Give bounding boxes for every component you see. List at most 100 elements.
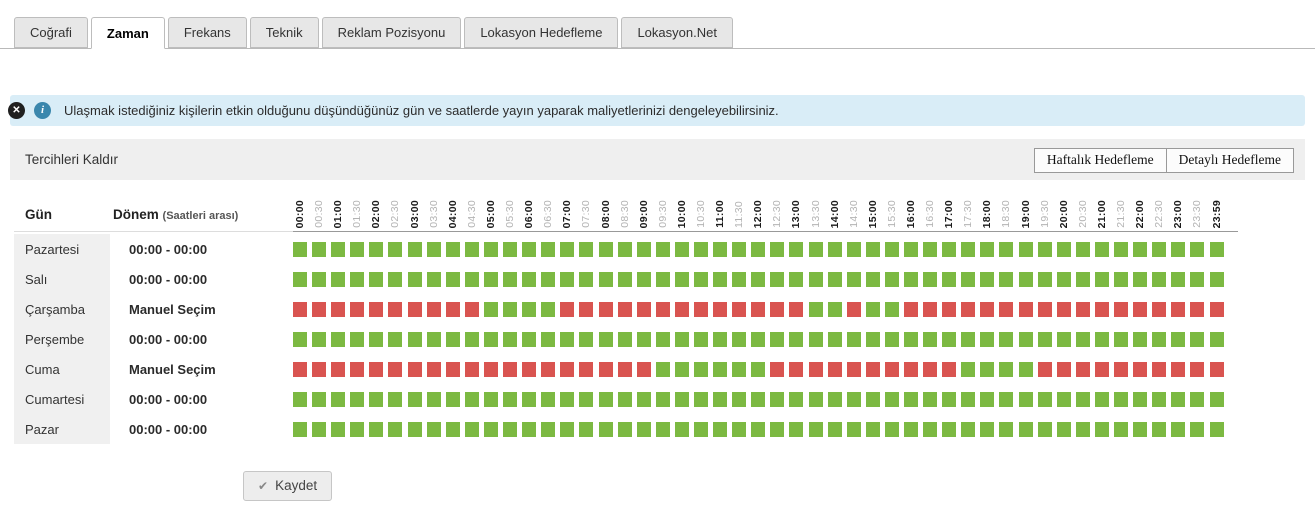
time-slot[interactable]: [789, 391, 804, 407]
time-slot[interactable]: [560, 361, 575, 377]
time-slot[interactable]: [560, 241, 575, 257]
time-slot[interactable]: [713, 271, 728, 287]
time-slot[interactable]: [579, 391, 594, 407]
time-slot[interactable]: [827, 271, 842, 287]
time-slot[interactable]: [923, 331, 938, 347]
tab-4[interactable]: Reklam Pozisyonu: [321, 17, 462, 48]
time-slot[interactable]: [1133, 301, 1148, 317]
time-slot[interactable]: [846, 421, 861, 437]
time-slot[interactable]: [617, 241, 632, 257]
time-slot[interactable]: [407, 331, 422, 347]
time-slot[interactable]: [751, 331, 766, 347]
time-slot[interactable]: [541, 331, 556, 347]
time-slot[interactable]: [693, 271, 708, 287]
time-slot[interactable]: [1209, 361, 1224, 377]
time-slot[interactable]: [598, 331, 613, 347]
time-slot[interactable]: [713, 391, 728, 407]
time-slot[interactable]: [1018, 331, 1033, 347]
time-slot[interactable]: [579, 361, 594, 377]
time-slot[interactable]: [713, 421, 728, 437]
time-slot[interactable]: [732, 361, 747, 377]
time-slot[interactable]: [1133, 271, 1148, 287]
time-slot[interactable]: [369, 331, 384, 347]
time-slot[interactable]: [503, 241, 518, 257]
time-slot[interactable]: [713, 301, 728, 317]
time-slot[interactable]: [617, 271, 632, 287]
time-slot[interactable]: [445, 421, 460, 437]
time-slot[interactable]: [464, 331, 479, 347]
time-slot[interactable]: [942, 421, 957, 437]
time-slot[interactable]: [999, 331, 1014, 347]
time-slot[interactable]: [693, 301, 708, 317]
time-slot[interactable]: [808, 271, 823, 287]
time-slot[interactable]: [369, 241, 384, 257]
time-slot[interactable]: [942, 301, 957, 317]
time-slot[interactable]: [1075, 331, 1090, 347]
time-slot[interactable]: [827, 391, 842, 407]
time-slot[interactable]: [560, 301, 575, 317]
time-slot[interactable]: [350, 331, 365, 347]
time-slot[interactable]: [961, 241, 976, 257]
time-slot[interactable]: [1152, 391, 1167, 407]
time-slot[interactable]: [445, 361, 460, 377]
time-slot[interactable]: [598, 271, 613, 287]
time-slot[interactable]: [522, 361, 537, 377]
time-slot[interactable]: [999, 391, 1014, 407]
time-slot[interactable]: [1209, 271, 1224, 287]
time-slot[interactable]: [865, 271, 880, 287]
time-slot[interactable]: [655, 271, 670, 287]
time-slot[interactable]: [426, 271, 441, 287]
time-slot[interactable]: [789, 301, 804, 317]
time-slot[interactable]: [1094, 391, 1109, 407]
time-slot[interactable]: [541, 391, 556, 407]
time-slot[interactable]: [846, 361, 861, 377]
time-slot[interactable]: [961, 391, 976, 407]
time-slot[interactable]: [1018, 391, 1033, 407]
time-slot[interactable]: [331, 241, 346, 257]
time-slot[interactable]: [1171, 241, 1186, 257]
time-slot[interactable]: [961, 331, 976, 347]
time-slot[interactable]: [770, 241, 785, 257]
time-slot[interactable]: [770, 271, 785, 287]
time-slot[interactable]: [1190, 391, 1205, 407]
time-slot[interactable]: [942, 331, 957, 347]
time-slot[interactable]: [1209, 391, 1224, 407]
time-slot[interactable]: [751, 421, 766, 437]
time-slot[interactable]: [1056, 331, 1071, 347]
close-icon[interactable]: ✕: [8, 102, 25, 119]
time-slot[interactable]: [312, 301, 327, 317]
time-slot[interactable]: [827, 361, 842, 377]
time-slot[interactable]: [1209, 301, 1224, 317]
time-slot[interactable]: [426, 331, 441, 347]
time-slot[interactable]: [999, 361, 1014, 377]
time-slot[interactable]: [1133, 361, 1148, 377]
time-slot[interactable]: [1094, 271, 1109, 287]
time-slot[interactable]: [617, 421, 632, 437]
time-slot[interactable]: [789, 241, 804, 257]
time-slot[interactable]: [789, 361, 804, 377]
time-slot[interactable]: [1056, 271, 1071, 287]
time-slot[interactable]: [1190, 241, 1205, 257]
save-button[interactable]: ✔ Kaydet: [243, 471, 333, 501]
time-slot[interactable]: [522, 301, 537, 317]
time-slot[interactable]: [464, 271, 479, 287]
time-slot[interactable]: [293, 421, 307, 437]
time-slot[interactable]: [1133, 241, 1148, 257]
time-slot[interactable]: [1056, 391, 1071, 407]
time-slot[interactable]: [407, 271, 422, 287]
time-slot[interactable]: [483, 331, 498, 347]
time-slot[interactable]: [426, 391, 441, 407]
time-slot[interactable]: [904, 271, 918, 287]
time-slot[interactable]: [1094, 241, 1109, 257]
time-slot[interactable]: [636, 391, 651, 407]
time-slot[interactable]: [369, 271, 384, 287]
time-slot[interactable]: [483, 241, 498, 257]
time-slot[interactable]: [923, 301, 938, 317]
time-slot[interactable]: [1114, 301, 1129, 317]
time-slot[interactable]: [980, 301, 995, 317]
time-slot[interactable]: [560, 271, 575, 287]
time-slot[interactable]: [522, 331, 537, 347]
time-slot[interactable]: [865, 421, 880, 437]
time-slot[interactable]: [655, 331, 670, 347]
time-slot[interactable]: [884, 301, 899, 317]
